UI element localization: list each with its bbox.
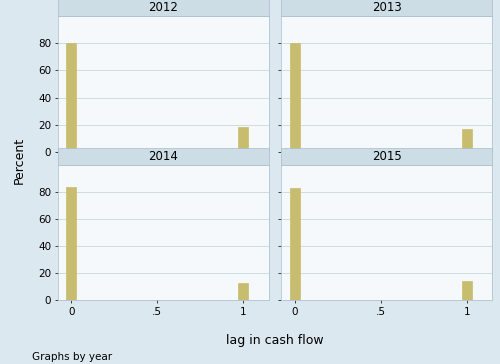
Text: Graphs by year: Graphs by year	[32, 352, 112, 362]
FancyBboxPatch shape	[282, 0, 492, 16]
Text: 2012: 2012	[148, 1, 178, 14]
Bar	[290, 43, 300, 151]
Text: 2014: 2014	[148, 150, 178, 163]
Bar	[238, 127, 248, 151]
Text: lag in cash flow: lag in cash flow	[226, 334, 324, 347]
Text: Percent: Percent	[12, 136, 26, 184]
Text: 2015: 2015	[372, 150, 402, 163]
Bar	[290, 188, 300, 300]
FancyBboxPatch shape	[58, 0, 268, 16]
FancyBboxPatch shape	[58, 147, 268, 165]
Bar	[66, 43, 76, 151]
Bar	[462, 128, 472, 151]
Bar	[66, 187, 76, 300]
Text: 2013: 2013	[372, 1, 402, 14]
Bar	[462, 281, 472, 300]
FancyBboxPatch shape	[282, 147, 492, 165]
Bar	[238, 283, 248, 300]
